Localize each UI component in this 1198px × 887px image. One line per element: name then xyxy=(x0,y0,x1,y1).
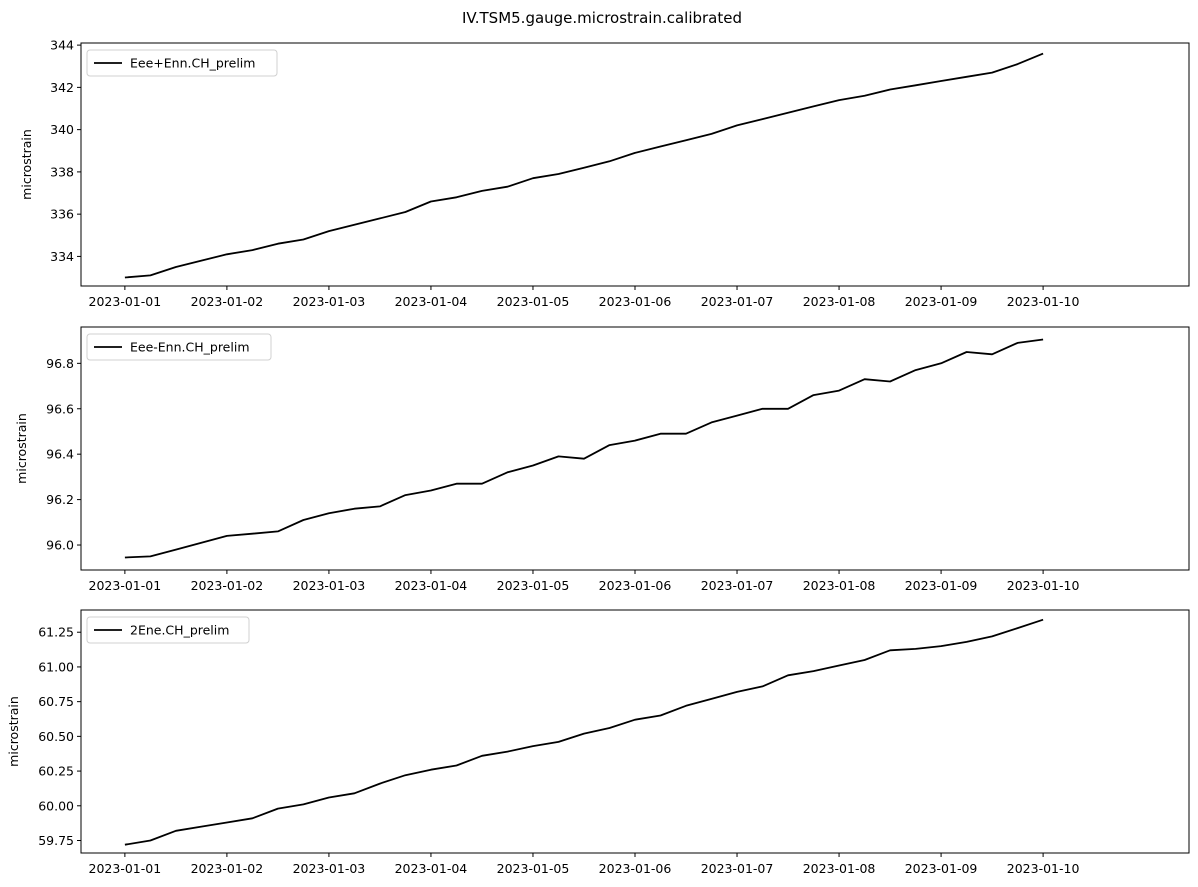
legend: 2Ene.CH_prelim xyxy=(86,616,250,644)
x-tick-label: 2023-01-07 xyxy=(701,294,774,309)
y-tick-label: 338 xyxy=(50,164,74,179)
x-tick-label: 2023-01-02 xyxy=(191,294,264,309)
chart-panel-1: 2023-01-01 2023-01-02 2023-01-03 2023-01-04… xyxy=(19,38,1190,309)
x-tick-label: 2023-01-04 xyxy=(395,861,468,876)
x-tick-label: 2023-01-10 xyxy=(1007,578,1080,593)
x-tick-label: 2023-01-01 xyxy=(89,861,162,876)
y-tick-label: 96.6 xyxy=(46,401,74,416)
series-line xyxy=(124,338,1044,559)
y-tick-label: 336 xyxy=(50,207,74,222)
figure-title: IV.TSM5.gauge.microstrain.calibrated xyxy=(462,9,742,27)
x-tick-label: 2023-01-08 xyxy=(803,578,876,593)
x-tick-label: 2023-01-04 xyxy=(395,578,468,593)
axes-frame xyxy=(80,609,1190,854)
y-tick-label: 61.25 xyxy=(38,625,74,640)
legend-box xyxy=(86,616,250,644)
y-tick-label: 344 xyxy=(50,38,74,53)
y-tick-label: 60.75 xyxy=(38,694,74,709)
x-tick-label: 2023-01-02 xyxy=(191,578,264,593)
y-tick-label: 96.4 xyxy=(46,447,74,462)
series-line xyxy=(124,52,1044,279)
chart-panel-2: 2023-01-01 2023-01-02 2023-01-03 2023-01-04… xyxy=(14,326,1190,593)
x-tick-label: 2023-01-02 xyxy=(191,861,264,876)
x-tick-label: 2023-01-05 xyxy=(497,861,570,876)
axes-frame xyxy=(80,42,1190,287)
x-tick-label: 2023-01-09 xyxy=(905,861,978,876)
legend: Eee-Enn.CH_prelim xyxy=(86,333,272,361)
y-tick-label: 60.00 xyxy=(38,798,74,813)
x-tick-label: 2023-01-01 xyxy=(89,578,162,593)
y-tick-label: 59.75 xyxy=(38,833,74,848)
x-tick-label: 2023-01-07 xyxy=(701,861,774,876)
x-tick-label: 2023-01-07 xyxy=(701,578,774,593)
x-tick-label: 2023-01-03 xyxy=(293,861,366,876)
y-tick-label: 60.50 xyxy=(38,729,74,744)
legend-box xyxy=(86,49,278,77)
y-tick-label: 96.0 xyxy=(46,538,74,553)
legend: Eee+Enn.CH_prelim xyxy=(86,49,278,77)
legend-label: Eee-Enn.CH_prelim xyxy=(130,340,250,355)
y-tick-label: 61.00 xyxy=(38,659,74,674)
x-tick-label: 2023-01-05 xyxy=(497,578,570,593)
x-tick-label: 2023-01-06 xyxy=(599,578,672,593)
series-line xyxy=(124,618,1044,846)
y-tick-label: 96.8 xyxy=(46,356,74,371)
y-axis-label: microstrain xyxy=(19,129,34,200)
x-tick-label: 2023-01-06 xyxy=(599,294,672,309)
chart-panel-3: 2023-01-01 2023-01-02 2023-01-03 2023-01-04… xyxy=(6,609,1190,876)
legend-box xyxy=(86,333,272,361)
x-tick-label: 2023-01-09 xyxy=(905,578,978,593)
legend-label: 2Ene.CH_prelim xyxy=(130,623,229,638)
x-tick-label: 2023-01-08 xyxy=(803,294,876,309)
x-tick-label: 2023-01-08 xyxy=(803,861,876,876)
x-tick-label: 2023-01-06 xyxy=(599,861,672,876)
y-tick-label: 60.25 xyxy=(38,764,74,779)
x-tick-label: 2023-01-04 xyxy=(395,294,468,309)
x-tick-label: 2023-01-09 xyxy=(905,294,978,309)
x-tick-label: 2023-01-05 xyxy=(497,294,570,309)
y-axis-label: microstrain xyxy=(6,696,21,767)
x-tick-label: 2023-01-10 xyxy=(1007,294,1080,309)
x-tick-label: 2023-01-01 xyxy=(89,294,162,309)
x-tick-label: 2023-01-10 xyxy=(1007,861,1080,876)
y-tick-label: 334 xyxy=(50,249,74,264)
x-tick-label: 2023-01-03 xyxy=(293,578,366,593)
y-tick-label: 96.2 xyxy=(46,492,74,507)
y-tick-label: 340 xyxy=(50,122,74,137)
y-axis-label: microstrain xyxy=(14,413,29,484)
y-tick-label: 342 xyxy=(50,80,74,95)
legend-label: Eee+Enn.CH_prelim xyxy=(130,56,255,71)
x-tick-label: 2023-01-03 xyxy=(293,294,366,309)
